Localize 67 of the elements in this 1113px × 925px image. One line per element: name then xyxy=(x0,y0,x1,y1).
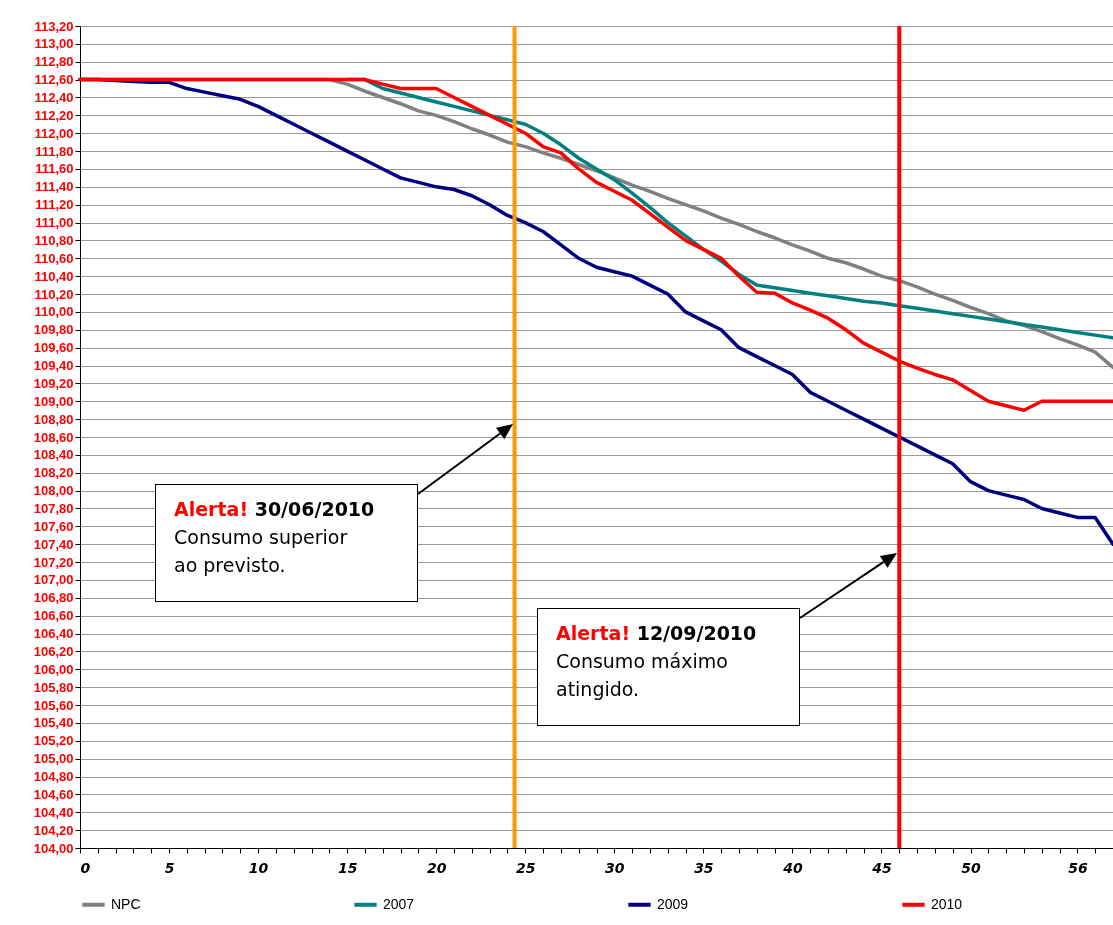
y-tick-label: 106,60 xyxy=(33,608,74,624)
x-tick-label: 45 xyxy=(871,859,892,876)
y-tick-label: 111,80 xyxy=(35,143,74,159)
y-tick-label: 110,40 xyxy=(34,268,74,284)
annotation: Alerta! 30/06/2010 Consumo superior ao previsto. xyxy=(174,498,376,578)
y-tick-label: 113,00 xyxy=(34,36,74,52)
y-tick-label: 104,00 xyxy=(33,840,74,856)
y-tick-label: 112,60 xyxy=(34,72,74,88)
x-tick-label: 10 xyxy=(248,859,269,876)
y-tick-label: 109,40 xyxy=(33,358,74,374)
y-tick-label: 111,20 xyxy=(35,197,74,213)
y-tick-label: 104,20 xyxy=(33,822,74,838)
legend-label: 2010 xyxy=(931,895,963,912)
y-tick-label: 112,80 xyxy=(34,54,74,70)
x-tick-label: 20 xyxy=(426,859,447,876)
y-tick-label: 105,40 xyxy=(33,715,74,731)
y-tick-label: 105,20 xyxy=(33,733,74,749)
y-tick-label: 108,00 xyxy=(33,483,74,499)
y-tick-label: 108,60 xyxy=(33,429,74,445)
y-tick-label: 111,40 xyxy=(35,179,74,195)
y-tick-label: 105,60 xyxy=(33,697,74,713)
y-tick-label: 108,40 xyxy=(33,447,74,463)
y-tick-label: 107,00 xyxy=(33,572,74,588)
y-tick-label: 113,20 xyxy=(34,18,74,34)
y-tick-label: 111,60 xyxy=(35,161,74,177)
y-tick-label: 111,00 xyxy=(35,215,74,231)
y-tick-label: 112,00 xyxy=(34,125,74,141)
callout-box: Alerta! 12/09/2010 Consumo máximo atingido. xyxy=(537,608,800,726)
x-tick-label: 25 xyxy=(516,859,536,876)
y-tick-label: 105,80 xyxy=(33,679,74,695)
x-tick-label: 50 xyxy=(961,859,982,876)
legend-label: 2009 xyxy=(657,895,689,912)
y-tick-label: 110,60 xyxy=(34,250,74,266)
y-tick-label: 104,60 xyxy=(33,786,74,802)
y-tick-label: 107,20 xyxy=(33,554,74,570)
legend-label: NPC xyxy=(111,895,141,912)
y-tick-label: 110,80 xyxy=(34,232,74,248)
x-tick-label: 40 xyxy=(782,859,803,876)
legend-label: 2007 xyxy=(383,895,415,912)
y-tick-label: 104,40 xyxy=(33,804,74,820)
callout-box: Alerta! 30/06/2010 Consumo superior ao previsto. xyxy=(155,484,418,602)
y-tick-label: 106,80 xyxy=(33,590,74,606)
x-tick-label: 30 xyxy=(605,859,625,876)
y-tick-label: 109,60 xyxy=(33,340,74,356)
y-tick-label: 109,80 xyxy=(33,322,74,338)
y-tick-label: 106,00 xyxy=(33,661,74,677)
y-tick-label: 106,20 xyxy=(33,643,74,659)
y-tick-label: 109,20 xyxy=(33,375,74,391)
y-tick-label: 106,40 xyxy=(33,626,74,642)
y-tick-label: 108,20 xyxy=(33,465,74,481)
y-tick-label: 112,40 xyxy=(34,89,74,105)
y-tick-label: 110,20 xyxy=(34,286,74,302)
y-tick-label: 108,80 xyxy=(33,411,74,427)
annotation: Alerta! 12/09/2010 Consumo máximo atingido. xyxy=(556,622,758,702)
y-tick-label: 104,80 xyxy=(33,769,74,785)
x-tick-label: 0 xyxy=(80,859,91,876)
y-tick-label: 107,60 xyxy=(33,518,74,534)
y-tick-label: 109,00 xyxy=(33,393,74,409)
x-tick-label: 35 xyxy=(694,859,714,876)
y-tick-label: 105,00 xyxy=(33,751,74,767)
x-tick-label: 5 xyxy=(164,859,175,876)
y-tick-label: 107,80 xyxy=(33,500,74,516)
y-tick-label: 107,40 xyxy=(33,536,74,552)
x-tick-label: 15 xyxy=(337,859,358,876)
y-tick-label: 112,20 xyxy=(34,107,74,123)
x-tick-label: 56 xyxy=(1068,859,1088,876)
y-tick-label: 110,00 xyxy=(34,304,74,320)
